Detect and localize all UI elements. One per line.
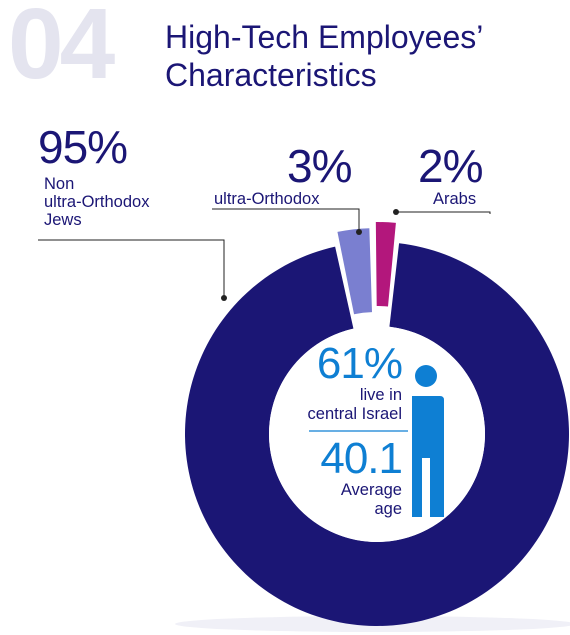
slice-ultra-orthodox (337, 228, 372, 315)
leader-dot-ultra-orthodox (356, 229, 362, 235)
leader-line-non-orthodox (38, 239, 225, 298)
center-stat-age-label2: age (374, 500, 402, 518)
pct-non-orthodox: 95% (38, 121, 128, 173)
label-ultra-orthodox: ultra-Orthodox (214, 190, 320, 208)
title-line-2: Characteristics (165, 57, 377, 93)
leader-dot-arabs (393, 209, 399, 215)
label-non-orthodox-line2: ultra-Orthodox (44, 193, 150, 211)
person-icon (412, 365, 444, 517)
center-stat-location-label2: central Israel (307, 405, 402, 423)
label-arabs: Arabs (433, 190, 477, 208)
leader-line-arabs (396, 211, 491, 214)
center-stat-age-value: 40.1 (320, 434, 403, 483)
pct-ultra-orthodox: 3% (287, 140, 352, 192)
center-stat-location-label1: live in (359, 386, 402, 404)
center-stat-location-value: 61% (316, 339, 403, 388)
leader-dot-non-orthodox (221, 295, 227, 301)
leader-lines (38, 208, 491, 298)
page-title: High-Tech Employees’ Characteristics (165, 18, 565, 94)
donut-slices (184, 222, 569, 626)
slice-arabs (375, 222, 396, 307)
label-non-orthodox: Non ultra-Orthodox Jews (44, 175, 149, 229)
center-stat-age: 40.1 Average age (290, 434, 403, 519)
center-stat-location: 61% live in central Israel (290, 339, 403, 424)
center-stat-age-label1: Average (340, 481, 402, 499)
section-number: 04 (8, 0, 115, 100)
label-non-orthodox-line3: Jews (44, 211, 82, 229)
slice-non-orthodox (184, 243, 569, 626)
pct-arabs: 2% (418, 140, 483, 192)
leader-dots (221, 209, 399, 301)
title-line-1: High-Tech Employees’ (165, 19, 484, 55)
leader-line-ultra-orthodox (212, 208, 360, 232)
label-non-orthodox-line1: Non (44, 175, 75, 193)
